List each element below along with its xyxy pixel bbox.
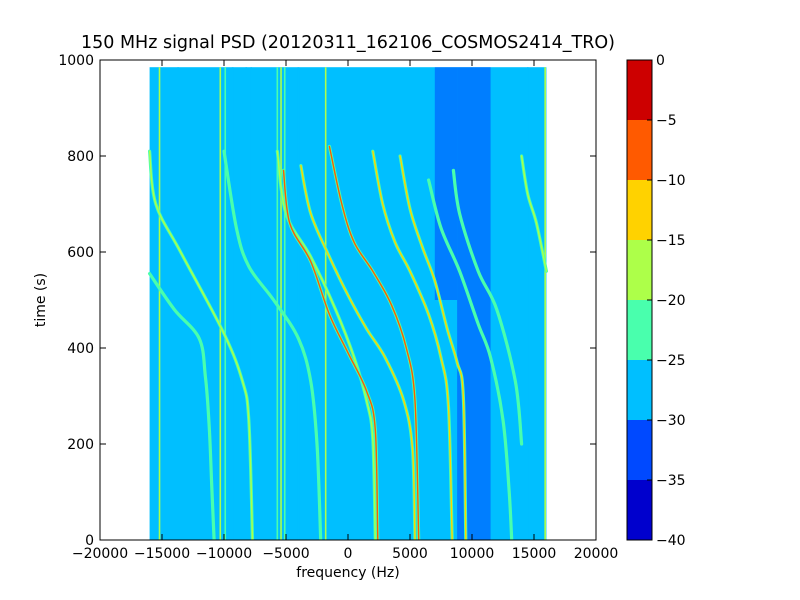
doppler-track-layer <box>148 144 548 540</box>
colorbar-tick-label: −35 <box>656 473 686 489</box>
doppler-track-H <box>372 150 453 540</box>
colorbar: 0 −5 −10 −15 −20 −25 −30 −35 −40 <box>626 53 686 549</box>
doppler-track-E <box>282 169 379 540</box>
colorbar-swatch <box>627 60 652 120</box>
x-axis: −20000 −15000 −10000 −5000 0 5000 10000 15000 20… <box>72 60 618 562</box>
y-axis-label: time (s) <box>33 273 49 327</box>
doppler-track-I <box>399 155 467 540</box>
doppler-track-G <box>328 145 420 540</box>
colorbar-swatch <box>627 360 652 420</box>
colorbar-tick-label: −20 <box>656 293 686 309</box>
x-tick-label: 10000 <box>450 546 495 562</box>
y-tick-label: 0 <box>85 533 94 549</box>
x-tick-label: 5000 <box>392 546 428 562</box>
low-power-band <box>457 67 491 540</box>
colorbar-swatch <box>627 120 652 180</box>
x-tick-label: 20000 <box>574 546 619 562</box>
doppler-track-B <box>148 272 215 540</box>
y-tick-label: 600 <box>67 245 94 261</box>
colorbar-tick-label: −5 <box>656 113 677 129</box>
doppler-track-C <box>223 150 322 540</box>
y-tick-label: 1000 <box>58 53 94 69</box>
x-tick-label: −5000 <box>262 546 309 562</box>
y-tick-label: 200 <box>67 437 94 453</box>
x-tick-label: −15000 <box>134 546 190 562</box>
doppler-track-K <box>452 169 523 445</box>
colorbar-tick-label: −10 <box>656 173 686 189</box>
x-tick-label: 15000 <box>512 546 557 562</box>
colorbar-swatch <box>627 180 652 240</box>
heatmap-layer <box>149 67 547 540</box>
colorbar-tick-label: −30 <box>656 413 686 429</box>
colorbar-swatch <box>627 300 652 360</box>
chart-title: 150 MHz signal PSD (20120311_162106_COSM… <box>81 33 615 53</box>
low-power-band <box>434 67 458 300</box>
y-axis: 0 200 400 600 800 1000 <box>58 53 596 549</box>
doppler-track-F <box>300 164 416 540</box>
doppler-track-A <box>148 150 254 540</box>
colorbar-tick-label: −40 <box>656 533 686 549</box>
x-axis-label: frequency (Hz) <box>296 565 399 581</box>
colorbar-tick-label: −25 <box>656 353 686 369</box>
y-tick-label: 800 <box>67 149 94 165</box>
doppler-track-L <box>520 155 548 272</box>
x-tick-label: −10000 <box>196 546 252 562</box>
colorbar-tick-label: −15 <box>656 233 686 249</box>
x-tick-label: −20000 <box>72 546 128 562</box>
colorbar-swatch <box>627 480 652 540</box>
colorbar-tick-label: 0 <box>656 53 665 69</box>
colorbar-swatch <box>627 240 652 300</box>
colorbar-swatch <box>627 420 652 480</box>
y-tick-label: 400 <box>67 341 94 357</box>
x-tick-label: 0 <box>344 546 353 562</box>
doppler-track-J <box>427 179 513 540</box>
